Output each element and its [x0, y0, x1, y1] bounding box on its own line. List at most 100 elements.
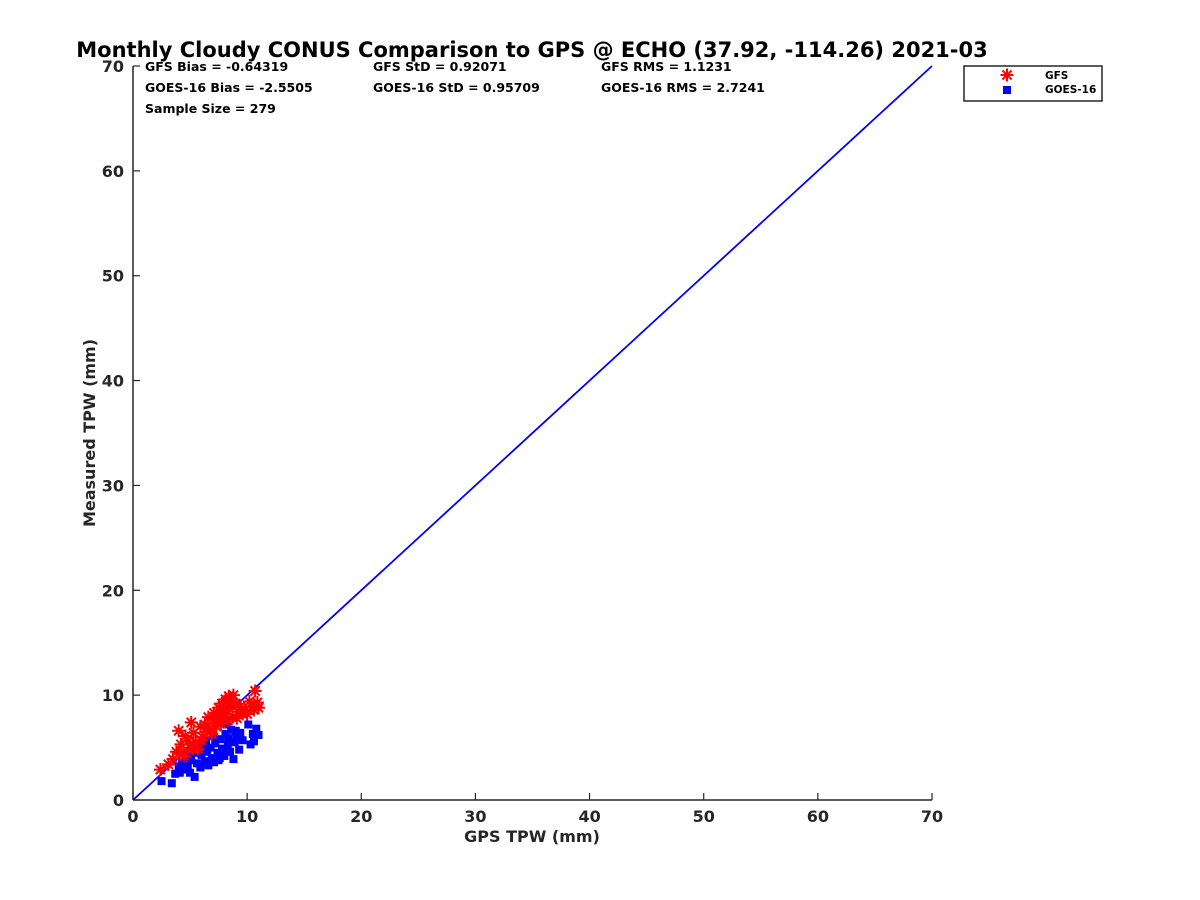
gfs-point: [179, 729, 193, 743]
gfs-point: [224, 694, 238, 708]
goes16-point: [192, 759, 201, 768]
goes16-point: [174, 762, 183, 771]
goes16-point: [204, 761, 213, 770]
gfs-point: [229, 697, 243, 711]
goes16-point: [232, 733, 241, 742]
goes16-point: [224, 734, 233, 743]
gfs-point: [214, 716, 228, 730]
plot-area: [132, 66, 932, 801]
gfs-point: [242, 694, 256, 708]
gfs-point: [198, 718, 212, 732]
x-tick-label: 60: [807, 807, 829, 826]
goes16-point: [222, 720, 231, 729]
gfs-point: [205, 727, 219, 741]
goes16-point: [252, 724, 261, 733]
goes16-point: [248, 729, 257, 738]
legend-goes16-marker-mark: [1003, 86, 1011, 94]
gfs-point: [225, 710, 239, 724]
gfs-point: [248, 684, 262, 698]
goes16-point: [235, 745, 244, 754]
legend: GFS GOES-16: [963, 65, 1103, 102]
goes16-point: [178, 758, 187, 767]
x-tick-label: 20: [350, 807, 372, 826]
y-tick-label: 60: [102, 162, 124, 181]
gfs-point: [177, 749, 191, 763]
goes16-point: [223, 740, 232, 749]
stat-goes-bias: GOES-16 Bias = -2.5505: [145, 80, 313, 95]
goes16-point: [213, 748, 222, 757]
gfs-point: [194, 733, 208, 747]
goes16-point: [254, 730, 263, 739]
gfs-point: [233, 700, 247, 714]
goes16-point: [210, 758, 219, 767]
gfs-point: [189, 735, 203, 749]
goes16-point: [183, 761, 192, 770]
gfs-point: [238, 703, 252, 717]
goes16-point: [231, 726, 240, 735]
legend-box: [963, 65, 1103, 102]
stat-gfs-bias: GFS Bias = -0.64319: [145, 59, 288, 74]
y-tick-label: 30: [102, 476, 124, 495]
gfs-point: [210, 709, 224, 723]
legend-gfs-marker-mark: [1000, 68, 1014, 82]
series-layer: [153, 684, 266, 788]
goes16-point: [157, 777, 166, 786]
stat-goes-rms: GOES-16 RMS = 2.7241: [601, 80, 765, 95]
y-tick-label: 0: [113, 791, 124, 810]
goes16-point: [199, 741, 208, 750]
x-tick-label: 0: [127, 807, 138, 826]
gfs-point: [226, 688, 240, 702]
y-ticks: 0 10 20 30 40 50 60 70: [102, 57, 140, 810]
goes16-point: [190, 772, 199, 781]
goes16-point: [196, 763, 205, 772]
x-tick-label: 10: [236, 807, 258, 826]
gfs-point: [161, 757, 175, 771]
goes16-point: [229, 755, 238, 764]
gfs-point: [181, 734, 195, 748]
goes16-point: [230, 738, 239, 747]
goes16-point: [203, 747, 212, 756]
gfs-point: [169, 745, 183, 759]
gfs-point: [240, 707, 254, 721]
x-ticks: 0 10 20 30 40 50 60 70: [127, 793, 943, 826]
gfs-point: [186, 726, 200, 740]
x-tick-label: 40: [578, 807, 600, 826]
legend-goes16-label: GOES-16: [1045, 84, 1096, 96]
gfs-point: [222, 689, 236, 703]
y-tick-label: 40: [102, 372, 124, 391]
goes16-point: [244, 720, 253, 729]
goes16-point: [236, 728, 245, 737]
x-axis-label: GPS TPW (mm): [464, 827, 600, 846]
gfs-point: [252, 701, 266, 715]
gfs-point: [174, 737, 188, 751]
legend-gfs-marker: [1000, 68, 1014, 82]
goes16-point: [207, 754, 216, 763]
gfs-point: [166, 752, 180, 766]
y-tick-label: 70: [102, 57, 124, 76]
series-gfs: [153, 684, 266, 777]
gfs-point: [221, 713, 235, 727]
gfs-point: [247, 703, 261, 717]
x-tick-label: 30: [464, 807, 486, 826]
goes16-point: [221, 729, 230, 738]
y-tick-label: 10: [102, 686, 124, 705]
one-to-one-reference-line: [132, 65, 933, 801]
stat-gfs-rms: GFS RMS = 1.1231: [601, 59, 732, 74]
gfs-point: [201, 710, 215, 724]
gfs-point: [250, 695, 264, 709]
goes16-point: [184, 749, 193, 758]
goes16-point: [180, 765, 189, 774]
y-tick-label: 20: [102, 581, 124, 600]
goes16-point: [206, 743, 215, 752]
legend-goes16-marker: [1003, 86, 1011, 94]
gfs-point: [193, 720, 207, 734]
goes16-point: [218, 744, 227, 753]
stat-goes-std: GOES-16 StD = 0.95709: [373, 80, 540, 95]
goes16-point: [171, 769, 180, 778]
goes16-point: [211, 739, 220, 748]
gfs-point: [230, 711, 244, 725]
stat-gfs-std: GFS StD = 0.92071: [373, 59, 507, 74]
gfs-point: [176, 746, 190, 760]
goes16-point: [227, 725, 236, 734]
